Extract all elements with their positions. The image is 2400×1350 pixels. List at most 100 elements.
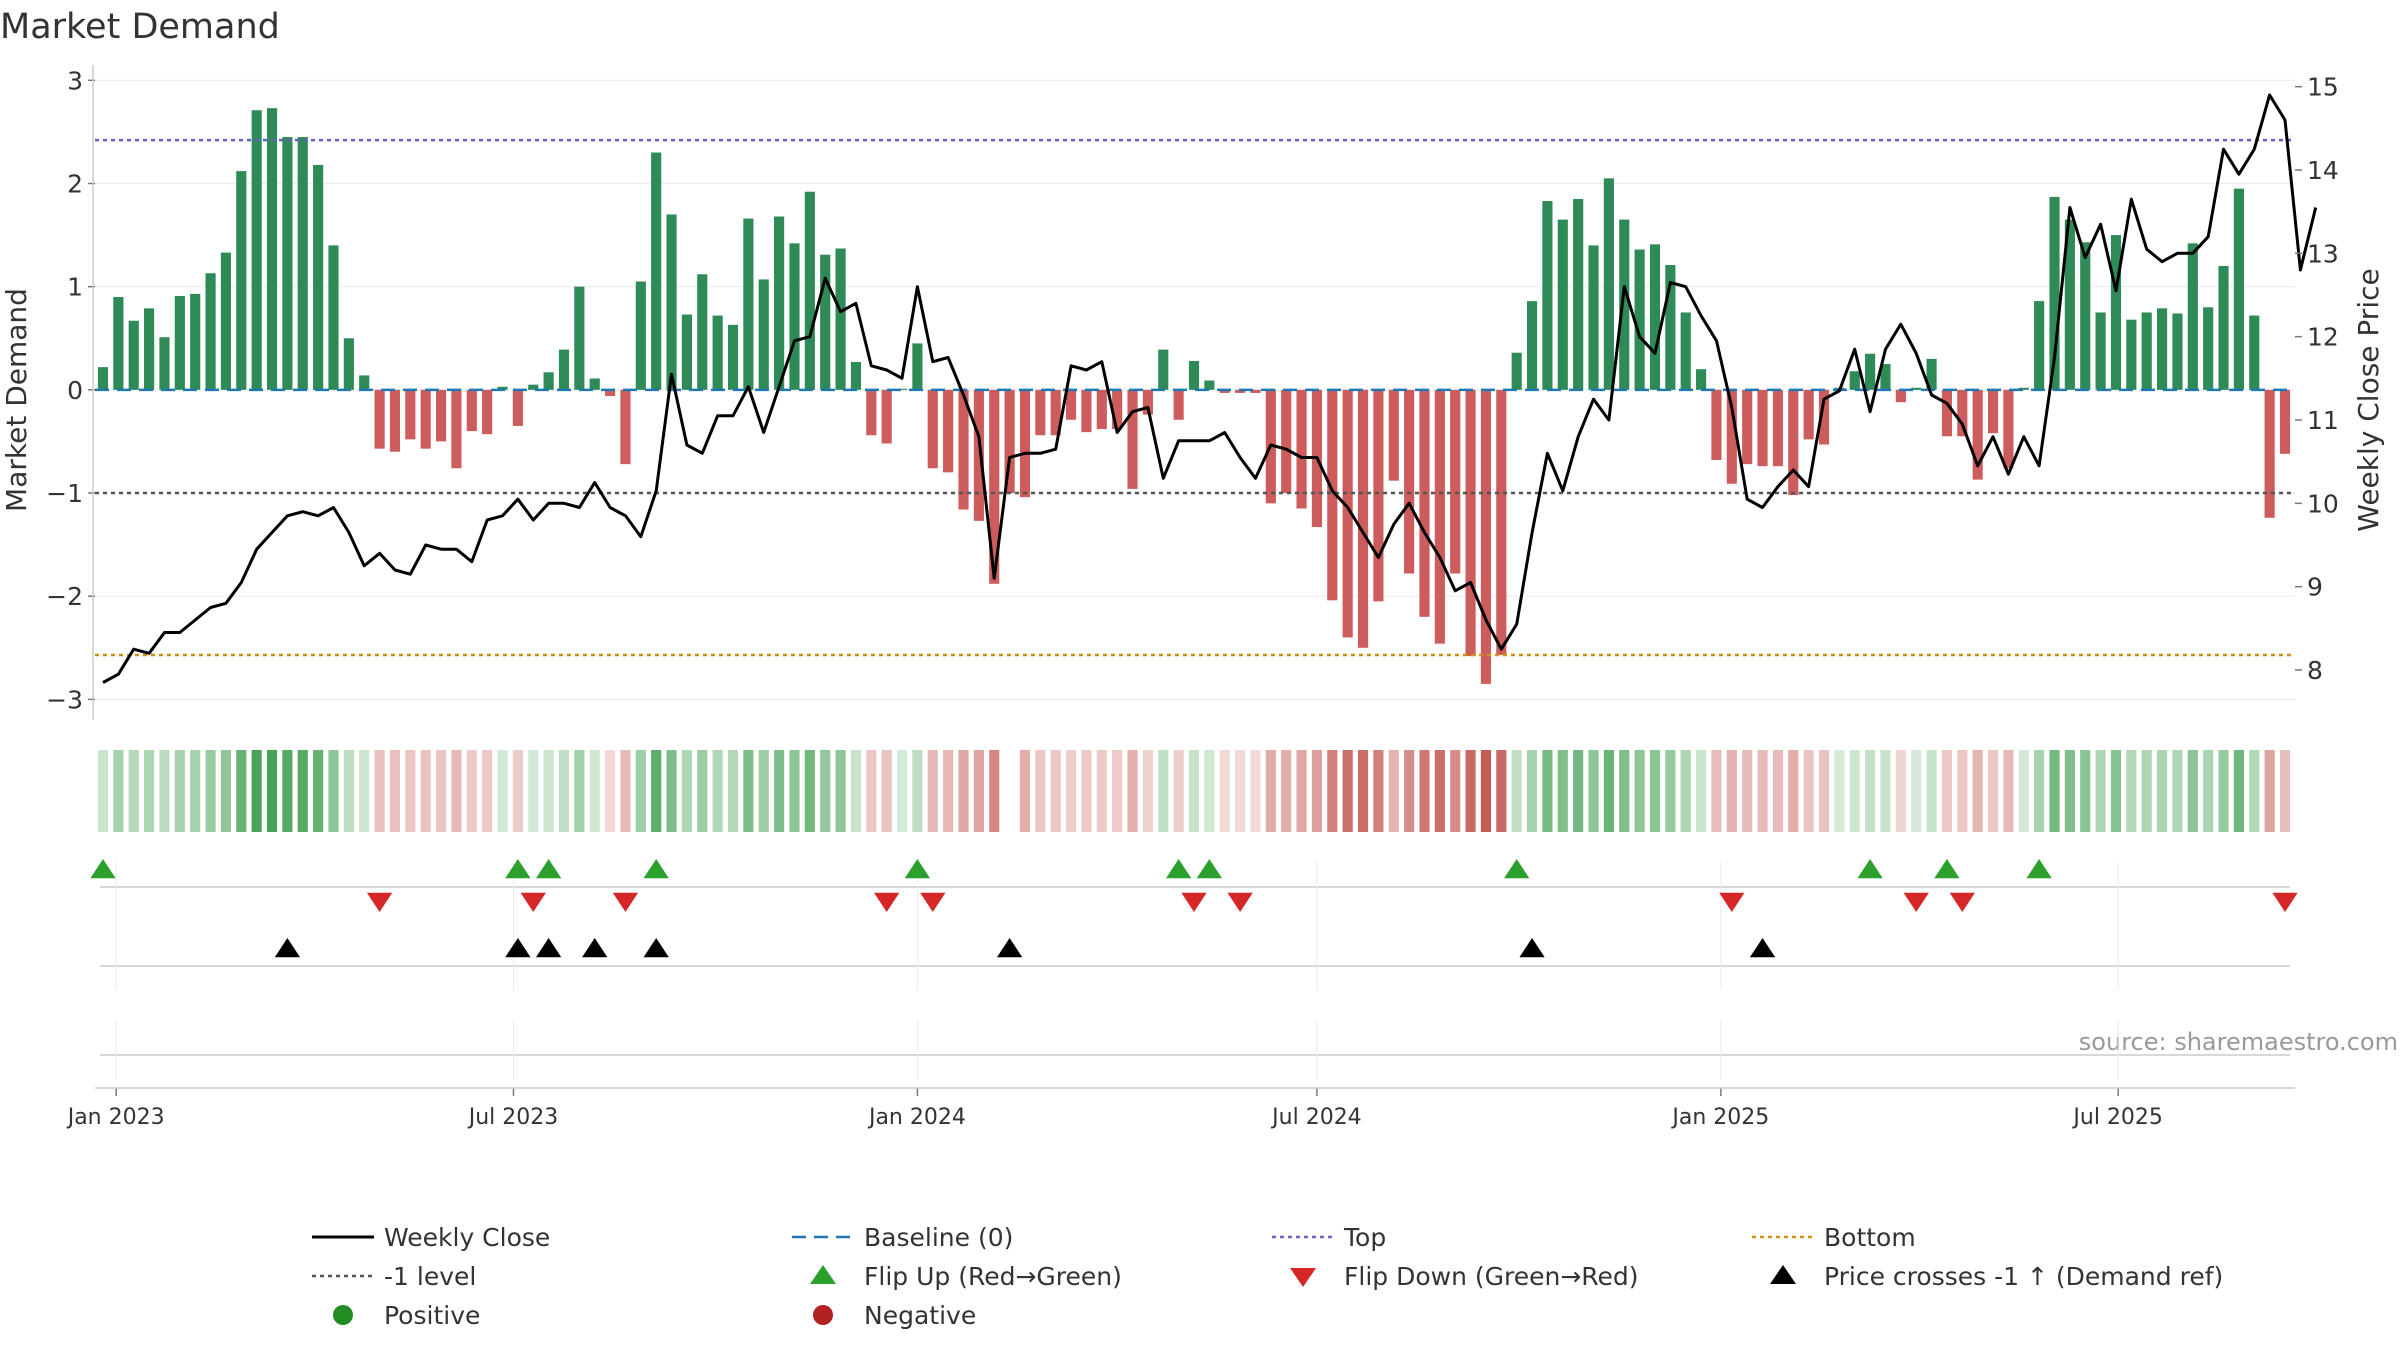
y2-axis-label: Weekly Close Price [2352,268,2385,531]
heat-cell [989,750,1000,832]
heat-cell [866,750,877,832]
heat-cell [1865,750,1876,832]
legend-label: Negative [864,1301,976,1330]
positive-bar [1526,301,1538,390]
heat-cell [1142,750,1153,832]
negative-bar [1895,389,1906,403]
positive-bar [1680,312,1691,390]
heat-cell [1542,750,1553,832]
positive-bar [743,218,754,390]
legend-item: Price crosses -1 ↑ (Demand ref) [1770,1262,2223,1291]
price-series [102,93,2318,684]
heat-cell [1634,750,1645,832]
positive-bar [2064,219,2075,390]
negative-bar [1065,389,1077,420]
heat-cell [697,750,708,832]
heat-cell [758,750,769,832]
heat-cell [2064,750,2075,832]
heat-cell [958,750,969,832]
negative-bar [1219,389,1230,393]
positive-bar [297,137,308,390]
flip-down-marker [1227,892,1253,912]
positive-bar [2156,308,2168,390]
price-cross-marker [535,938,562,958]
heat-cell [681,750,692,832]
heat-cell [927,750,938,832]
legend-item: Weekly Close [312,1223,550,1252]
heat-cell [1096,750,1107,832]
heat-cell [282,750,293,832]
source-note: source: sharemaestro.com [2079,1028,2398,1056]
heat-cell [128,750,139,832]
negative-bar [1281,389,1292,494]
flip-up-marker [1857,859,1883,879]
heat-cell [820,750,831,832]
x-tick-label: Jan 2024 [867,1105,966,1130]
positive-bar [1649,244,1661,390]
heat-cell [2156,750,2168,832]
heat-cell [2233,750,2244,832]
heat-cell [574,750,585,832]
negative-bar [1987,389,1999,434]
positive-bar [1926,358,1937,390]
heat-cell [2095,750,2106,832]
negative-bar [405,389,416,440]
legend-item: Negative [813,1301,976,1330]
negative-bar [1250,389,1261,393]
flip-down-marker [1719,892,1745,912]
negative-bar [1480,389,1492,684]
heat-cell [1665,750,1676,832]
flip-up-marker [1196,859,1223,879]
heat-cell [297,750,308,832]
heat-cell [144,750,155,832]
y-tick-label: −3 [46,685,83,714]
heat-cell [512,750,523,832]
legend-item: Bottom [1752,1223,1916,1252]
heat-cell [159,750,170,832]
negative-bar [989,389,1000,584]
negative-bar [1818,389,1830,445]
positive-bar [1557,219,1568,390]
heat-cell [2187,750,2198,832]
negative-bar [512,389,523,426]
positive-bar [2110,235,2122,390]
heat-cell [1357,750,1369,832]
legend-item: Flip Up (Red→Green) [810,1262,1122,1291]
negative-bar [1465,389,1476,657]
negative-bar [1803,389,1814,440]
heat-cell [236,750,247,832]
negative-bar [1004,389,1015,494]
heat-cell [251,750,262,832]
heat-cell [266,750,278,832]
x-tick-label: Jul 2024 [1270,1105,1362,1130]
flip-up-marker [2026,859,2052,879]
heat-cell [835,750,846,832]
legend-label: Top [1343,1223,1386,1252]
negative-bar [1096,389,1107,430]
negative-bar [1434,389,1445,644]
heat-cell [1204,750,1215,832]
positive-bar [2172,313,2183,390]
heat-cell [1772,750,1783,832]
heat-cell [1880,750,1891,832]
positive-bar [651,152,662,390]
positive-bar [97,367,109,390]
x-tick-label: Jan 2025 [1670,1105,1769,1130]
positive-bar [1696,369,1707,390]
heat-cell [1035,750,1046,832]
y2-tick-label: 13 [2307,239,2339,268]
negative-bar [1711,389,1722,460]
heat-cell [1834,750,1845,832]
y2-tick-label: 11 [2307,406,2339,435]
heat-cell [881,750,892,832]
positive-bar [1911,387,1922,390]
heat-cell [2141,750,2152,832]
heat-cell [2018,750,2029,832]
negative-bar [620,389,631,465]
negative-bar [1081,389,1092,433]
positive-bar [2018,387,2029,390]
heat-cell [543,750,554,832]
positive-bar [1511,352,1522,390]
flip-up-marker [1165,859,1192,879]
